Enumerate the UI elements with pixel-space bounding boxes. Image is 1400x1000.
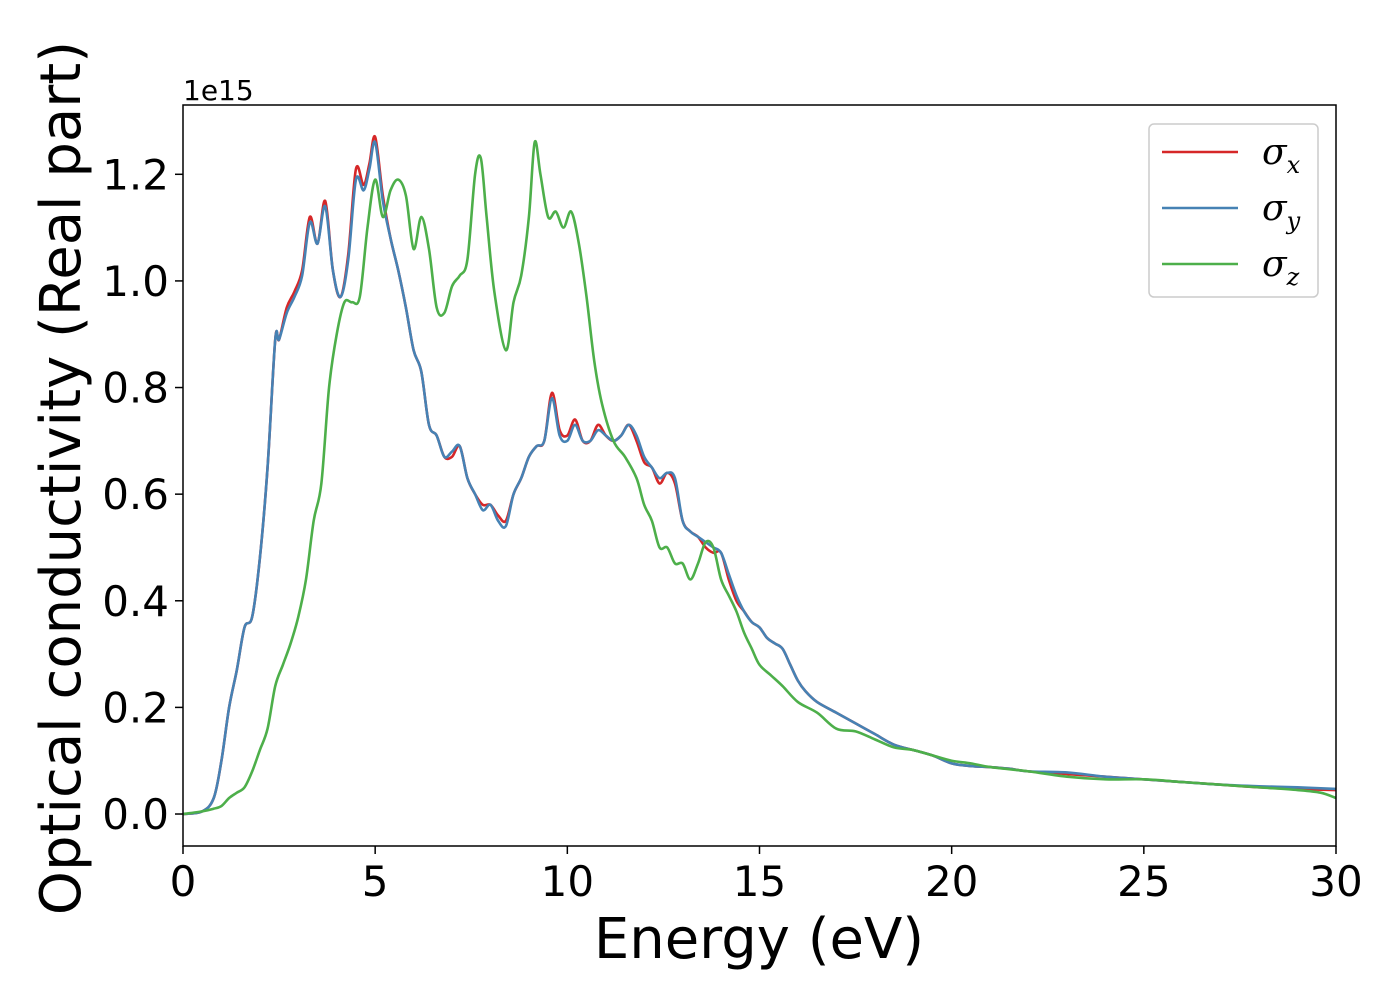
y-offset-label: 1e15 bbox=[183, 74, 254, 107]
legend-entry-y: σy bbox=[1262, 188, 1301, 235]
legend-symbol: σ bbox=[1262, 188, 1288, 229]
legend-symbol: σ bbox=[1262, 244, 1288, 285]
legend-entry-z: σz bbox=[1262, 244, 1300, 291]
series-line-y bbox=[183, 140, 1336, 816]
y-tick-label: 0.2 bbox=[102, 683, 169, 732]
series-layer bbox=[183, 134, 1336, 816]
x-axis-label: Energy (eV) bbox=[594, 907, 924, 972]
x-tick-label: 25 bbox=[1117, 857, 1170, 906]
y-axis: 0.0 0.2 0.4 0.6 0.8 1.0 1.2 bbox=[102, 150, 183, 839]
legend-symbol: σ bbox=[1262, 132, 1288, 173]
series-line-z bbox=[183, 139, 1336, 816]
y-tick-label: 1.2 bbox=[102, 150, 169, 199]
legend-frame bbox=[1148, 123, 1319, 298]
x-tick-label: 0 bbox=[170, 857, 197, 906]
y-tick-label: 0.0 bbox=[102, 790, 169, 839]
legend-entry-x: σx bbox=[1262, 132, 1301, 179]
y-tick-label: 1.0 bbox=[102, 257, 169, 306]
legend-subscript: x bbox=[1287, 151, 1301, 179]
y-tick-label: 0.6 bbox=[102, 470, 169, 519]
y-tick-label: 0.4 bbox=[102, 577, 169, 626]
x-tick-label: 20 bbox=[925, 857, 978, 906]
legend-subscript: y bbox=[1286, 207, 1301, 235]
legend-subscript: z bbox=[1286, 263, 1300, 291]
x-tick-label: 5 bbox=[362, 857, 389, 906]
x-axis: 0 5 10 15 20 25 30 bbox=[170, 846, 1363, 906]
x-tick-label: 30 bbox=[1309, 857, 1362, 906]
y-axis-label: Optical conductivity (Real part) bbox=[29, 41, 94, 915]
x-tick-label: 15 bbox=[733, 857, 786, 906]
x-tick-label: 10 bbox=[541, 857, 594, 906]
y-tick-label: 0.8 bbox=[102, 364, 169, 413]
